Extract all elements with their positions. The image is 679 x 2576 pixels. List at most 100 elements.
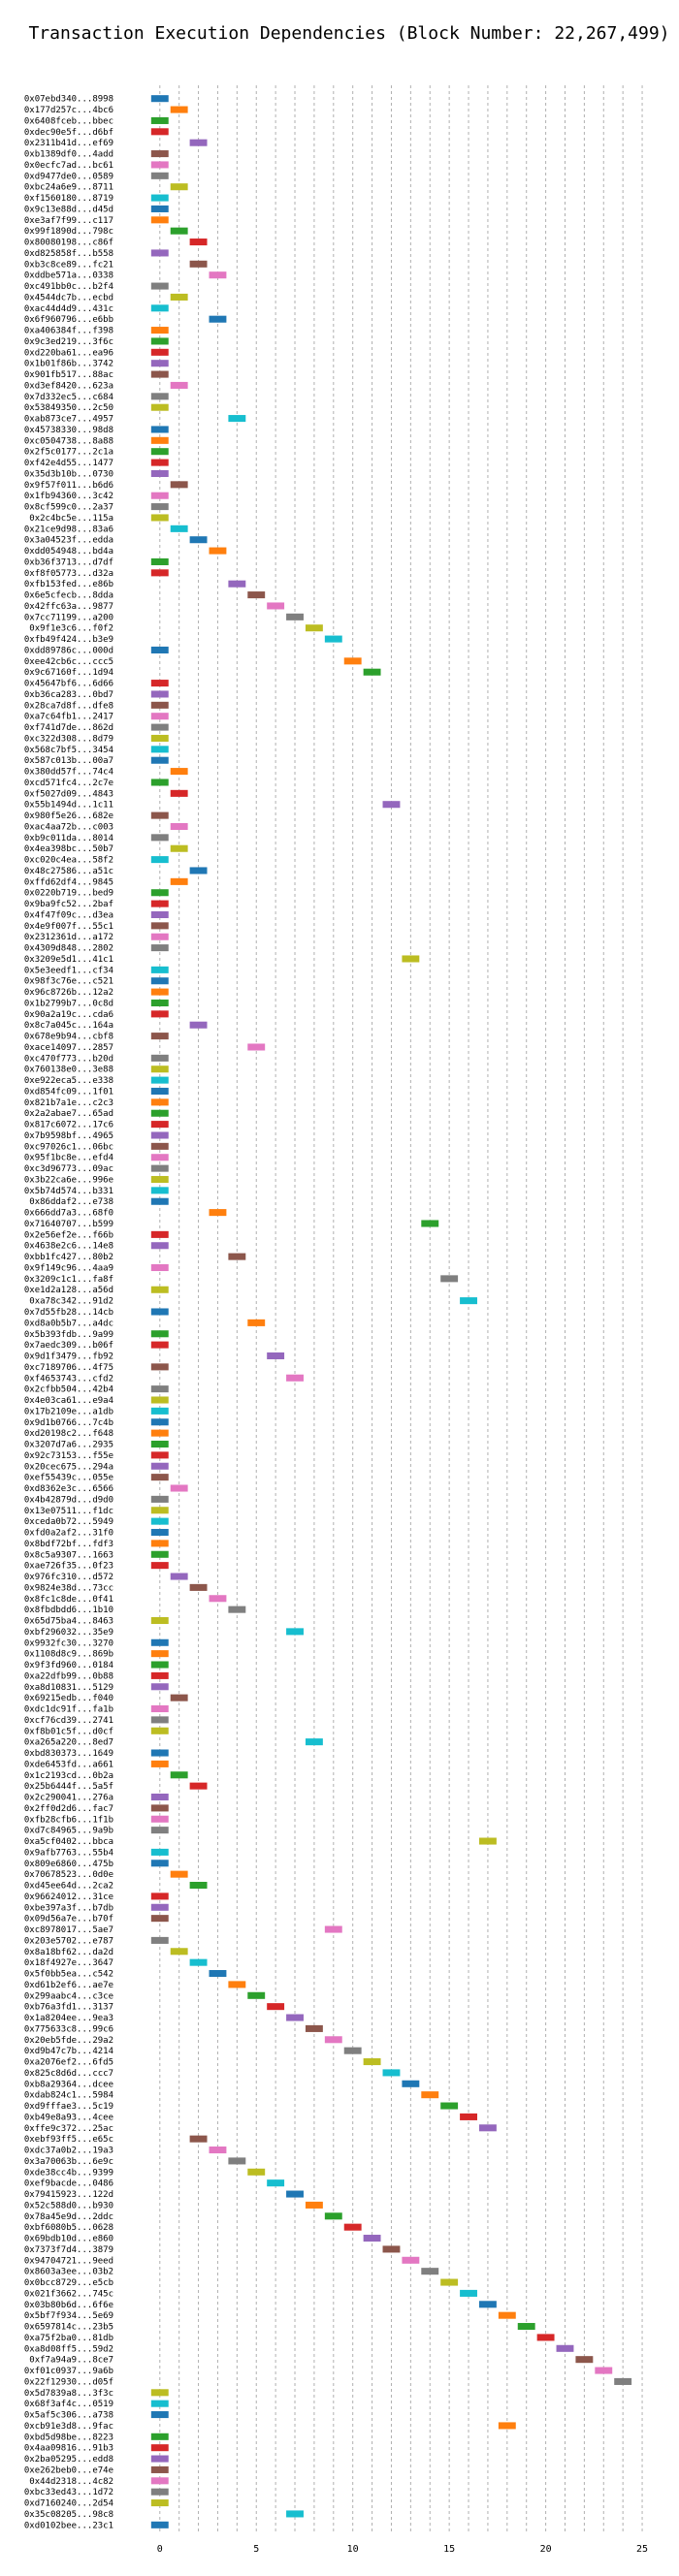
transaction-bar: [150, 1727, 169, 1734]
transaction-bar: [150, 723, 169, 731]
transaction-bar: [478, 2124, 497, 2132]
y-tick-label: 0xb36ca283...0bd7: [24, 690, 113, 700]
y-tick-label: 0x2ff0d2d6...fac7: [24, 1804, 113, 1814]
y-tick-label: 0xf42e4d55...1477: [24, 459, 113, 468]
transaction-bar: [150, 514, 169, 522]
transaction-bar: [150, 1197, 169, 1205]
y-tick-label: 0x4544dc7b...ecbd: [24, 293, 113, 302]
transaction-bar: [150, 403, 169, 411]
y-tick-label: 0x1108d8c9...869b: [24, 1650, 113, 1660]
x-tick-label: 10: [347, 2544, 359, 2555]
y-tick-label: 0x3209c1c1...fa8f: [24, 1275, 113, 1285]
y-tick-label: 0x2312361d...a172: [24, 933, 113, 942]
y-tick-label: 0x0220b719...bed9: [24, 889, 113, 899]
bars-layer: [150, 95, 632, 2528]
y-tick-label: 0x7d332ec5...c684: [24, 393, 113, 402]
transaction-bar: [150, 2477, 169, 2485]
y-tick-label: 0x8bdf72bf...fdf3: [24, 1540, 113, 1549]
transaction-bar: [305, 2024, 323, 2032]
transaction-bar: [170, 183, 188, 191]
y-tick-label: 0xb8a29364...dcee: [24, 2080, 113, 2089]
transaction-bar: [228, 1981, 246, 1988]
y-tick-label: 0xe3af7f99...c117: [24, 216, 113, 226]
transaction-bar: [170, 1573, 188, 1580]
transaction-bar: [150, 2521, 169, 2528]
y-tick-label: 0x5af5c306...a738: [24, 2411, 113, 2421]
transaction-bar: [209, 1209, 227, 1217]
y-tick-label: 0x299aabc4...c3ce: [24, 1991, 113, 2001]
y-tick-label: 0x817c6072...17c6: [24, 1121, 113, 1130]
transaction-bar: [189, 1021, 208, 1029]
transaction-bar: [189, 239, 208, 246]
transaction-bar: [150, 393, 169, 400]
transaction-bar: [150, 2444, 169, 2452]
y-tick-label: 0xd854fc09...1f01: [24, 1087, 113, 1097]
transaction-bar: [209, 2147, 227, 2154]
transaction-bar: [170, 844, 188, 852]
y-tick-label: 0x678e9b94...cbf8: [24, 1033, 113, 1042]
transaction-bar: [150, 1407, 169, 1415]
y-tick-label: 0x07ebd340...8998: [24, 95, 113, 105]
y-tick-label: 0xf7a94a9...8ce7: [29, 2356, 113, 2366]
y-tick-label: 0x4e9f007f...55c1: [24, 922, 113, 932]
transaction-bar: [170, 106, 188, 113]
y-tick-label: 0xd45ee64d...2ca2: [24, 1882, 113, 1892]
y-tick-label: 0xde38cc4b...9399: [24, 2168, 113, 2178]
x-tick-label: 25: [636, 2544, 648, 2555]
transaction-bar: [150, 1517, 169, 1525]
transaction-bar: [150, 128, 169, 136]
y-tick-label: 0x28ca7d8f...dfe8: [24, 701, 113, 711]
y-tick-label: 0x9c67160f...1d94: [24, 668, 113, 678]
y-tick-label: 0x2e56ef2e...f66b: [24, 1230, 113, 1240]
transaction-bar: [150, 448, 169, 456]
y-tick-label: 0x8fc1c8de...0f41: [24, 1595, 113, 1605]
transaction-bar: [267, 602, 285, 610]
transaction-bar: [421, 2091, 439, 2099]
transaction-bar: [150, 150, 169, 158]
transaction-bar: [170, 877, 188, 885]
transaction-bar: [150, 337, 169, 345]
transaction-bar: [150, 988, 169, 996]
y-tick-label: 0x69bdb10d...e860: [24, 2235, 113, 2244]
transaction-bar: [150, 713, 169, 720]
y-tick-label: 0x3209e5d1...41c1: [24, 955, 113, 965]
y-tick-label: 0x09d56a7e...b70f: [24, 1915, 113, 1924]
transaction-bar: [150, 1562, 169, 1570]
transaction-bar: [150, 1010, 169, 1018]
transaction-bar: [150, 1341, 169, 1349]
transaction-bar: [150, 1804, 169, 1812]
y-tick-label: 0x2cfbb504...42b4: [24, 1385, 113, 1395]
transaction-bar: [170, 227, 188, 235]
transaction-bar: [150, 503, 169, 511]
y-tick-label: 0x9f3fd960...0184: [24, 1661, 113, 1670]
transaction-bar: [189, 1882, 208, 1890]
transaction-bar: [150, 2400, 169, 2407]
y-tick-label: 0xd8362e3c...6566: [24, 1484, 113, 1494]
y-tick-label: 0x9824e38d...73cc: [24, 1583, 113, 1593]
y-tick-label: 0x5f0bb5ea...c542: [24, 1970, 113, 1980]
transaction-bar: [324, 1925, 342, 1933]
y-tick-label: 0xdc1dc91f...fa1b: [24, 1705, 113, 1715]
x-tick-label: 20: [540, 2544, 552, 2555]
transaction-bar: [189, 1782, 208, 1790]
y-tick-label: 0x5bf7f934...5e69: [24, 2311, 113, 2321]
transaction-bar: [343, 2223, 362, 2231]
transaction-bar: [150, 2499, 169, 2507]
y-tick-label: 0x94704721...9eed: [24, 2256, 113, 2266]
transaction-bar: [421, 2268, 439, 2275]
y-tick-label: 0x44d2318...4c82: [29, 2477, 113, 2487]
transaction-bar: [189, 260, 208, 268]
transaction-bar: [170, 381, 188, 389]
transaction-bar: [189, 139, 208, 146]
transaction-bar: [209, 1595, 227, 1603]
y-tick-label: 0xf741d7de...862d: [24, 723, 113, 733]
y-tick-label: 0xfb49f424...b3e9: [24, 635, 113, 645]
transaction-bar: [150, 282, 169, 290]
y-tick-label: 0xe1d2a128...a56d: [24, 1286, 113, 1295]
y-tick-label: 0xf8f05773...d32a: [24, 569, 113, 579]
y-tick-label: 0x95f1bc8e...efd4: [24, 1154, 113, 1163]
y-tick-label: 0x6597814c...23b5: [24, 2323, 113, 2333]
y-tick-label: 0x9f149c96...4aa9: [24, 1263, 113, 1273]
y-tick-label: 0x4f47f09c...d3ea: [24, 910, 113, 920]
transaction-bar: [150, 249, 169, 257]
